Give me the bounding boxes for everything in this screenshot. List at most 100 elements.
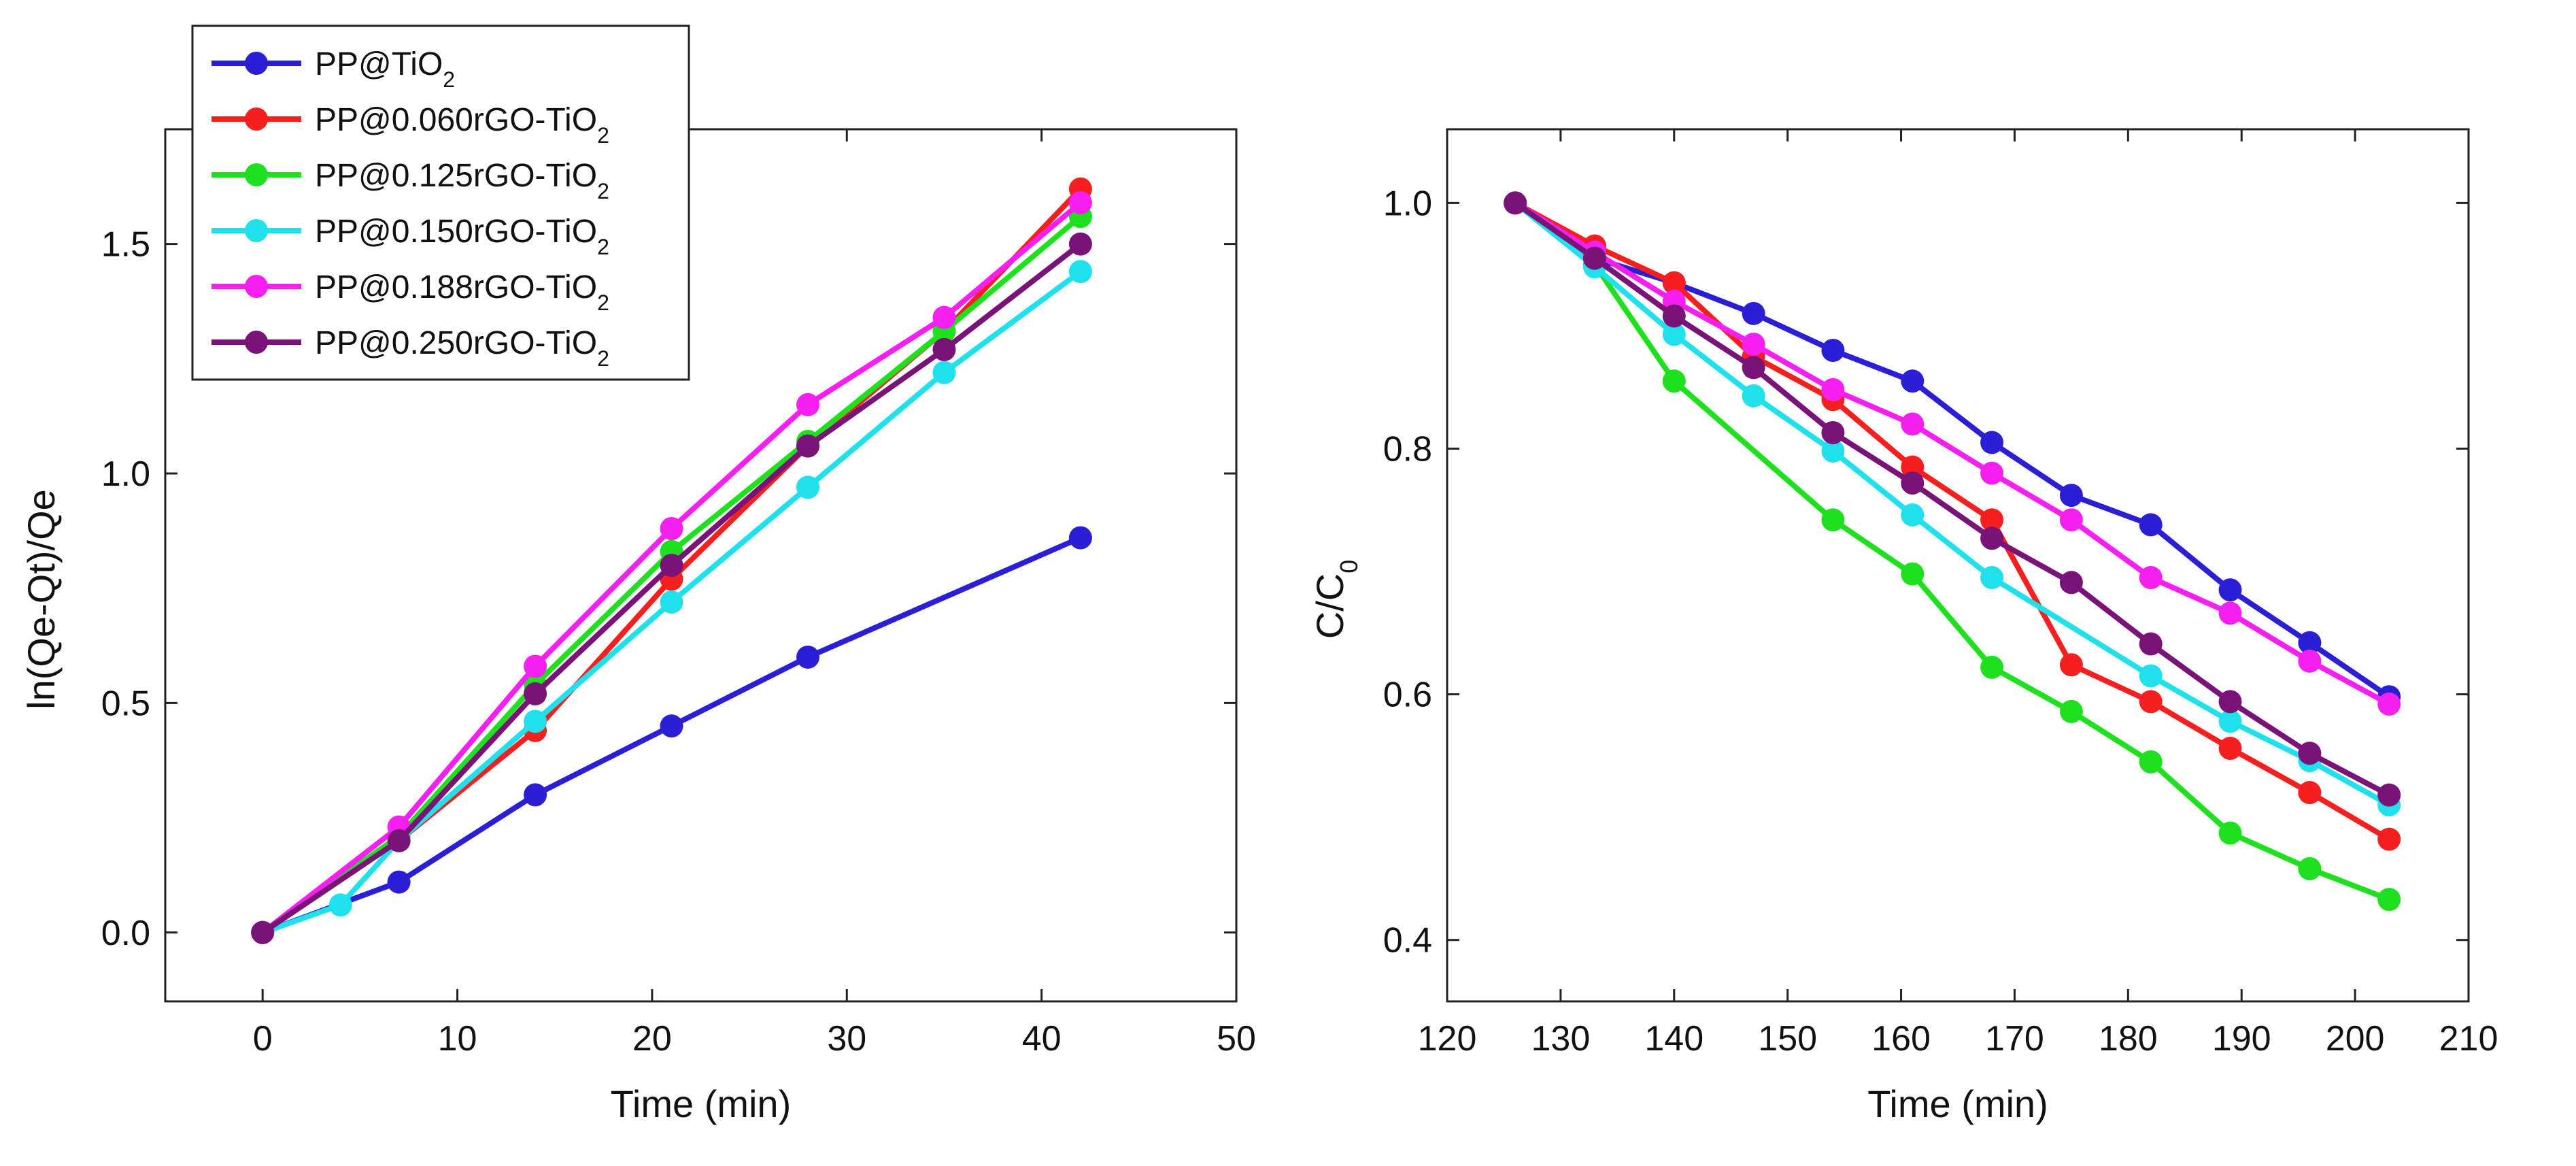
- data-point: [932, 361, 956, 384]
- data-point: [2059, 653, 2083, 677]
- x-tick-label: 160: [1871, 1019, 1931, 1059]
- legend-item: PP@0.060rGO-TiO2: [211, 102, 609, 148]
- data-point: [2139, 664, 2163, 688]
- data-point: [1068, 232, 1092, 256]
- data-point: [524, 654, 547, 678]
- data-point: [1980, 655, 2004, 679]
- x-axis-label: Time (min): [611, 1082, 791, 1125]
- data-point: [1821, 339, 1845, 363]
- y-axis-label: ln(Qe-Qt)/Qe: [20, 489, 63, 710]
- legend-marker: [245, 163, 268, 186]
- x-tick-label: 20: [632, 1019, 672, 1059]
- data-point: [796, 476, 819, 499]
- data-point: [2218, 601, 2242, 625]
- chart-panel-2: 120 130 140 150 160 170 180 190 200 210 0.4 0.6 0.8 1…: [1308, 128, 2498, 1125]
- data-point: [2139, 690, 2163, 714]
- data-point: [1901, 369, 1925, 393]
- data-point: [1901, 455, 1925, 479]
- data-point: [1742, 332, 1765, 356]
- x-tick-label: 50: [1217, 1019, 1256, 1059]
- x-tick-label: 30: [827, 1019, 866, 1059]
- series-line: [1513, 201, 2391, 798]
- legend-marker: [245, 107, 268, 131]
- plot-frame: [1446, 128, 2470, 1003]
- legend-label: PP@0.060rGO-TiO2: [315, 102, 609, 148]
- legend-marker: [245, 331, 268, 354]
- legend-marker: [245, 52, 268, 75]
- data-point: [2059, 571, 2083, 595]
- data-point: [2218, 690, 2242, 714]
- data-point: [1662, 271, 1686, 295]
- data-point: [1821, 378, 1845, 401]
- data-point: [2218, 710, 2242, 733]
- data-point: [2298, 631, 2322, 654]
- data-point: [2298, 742, 2322, 765]
- legend-label: PP@TiO2: [315, 46, 455, 92]
- data-point: [2139, 632, 2163, 656]
- data-point: [2218, 578, 2242, 602]
- series-line: [261, 535, 1082, 935]
- data-point: [1901, 503, 1925, 527]
- data-point: [1980, 431, 2004, 454]
- data-point: [796, 434, 819, 458]
- legend-box: [191, 24, 690, 381]
- x-tick-label: 170: [1985, 1019, 2044, 1059]
- data-point: [1821, 439, 1845, 463]
- data-point: [1662, 304, 1686, 328]
- data-point: [660, 517, 683, 541]
- data-point: [1821, 420, 1845, 444]
- x-tick-label: 190: [2212, 1019, 2271, 1059]
- data-point: [1901, 562, 1925, 586]
- legend-marker: [245, 219, 268, 242]
- x-tick-label: 150: [1758, 1019, 1817, 1059]
- data-point: [1068, 190, 1092, 214]
- data-point: [2298, 856, 2322, 880]
- data-point: [932, 337, 956, 361]
- data-point: [2377, 827, 2401, 851]
- plot-frame: [164, 128, 1238, 1003]
- data-point: [1980, 461, 2004, 485]
- series-line: [261, 269, 1083, 935]
- data-point: [2139, 513, 2163, 537]
- data-point: [387, 829, 411, 852]
- x-tick-label: 10: [438, 1019, 477, 1059]
- x-tick-label: 0: [253, 1019, 273, 1059]
- data-point: [524, 710, 547, 733]
- data-point: [524, 783, 547, 807]
- data-point: [1980, 566, 2004, 590]
- data-point: [2059, 508, 2083, 532]
- x-tick-label: 130: [1531, 1019, 1591, 1059]
- legend-item: PP@0.188rGO-TiO2: [211, 269, 609, 315]
- data-point: [932, 305, 956, 329]
- y-tick-label: 1.0: [1383, 184, 1432, 223]
- data-point: [387, 870, 411, 894]
- data-point: [1742, 301, 1765, 325]
- data-point: [660, 590, 683, 614]
- x-tick-label: 120: [1418, 1019, 1477, 1059]
- y-tick-label: 0.8: [1383, 429, 1432, 469]
- x-tick-label: 210: [2439, 1019, 2498, 1059]
- x-tick-label: 200: [2326, 1019, 2385, 1059]
- chart-panel-1: 0 10 20 30 40 50 0.0 0.5 1.0 1.5 Time (min) ln(Qe-Q…: [20, 24, 1256, 1125]
- data-point: [524, 682, 547, 705]
- data-point: [1821, 508, 1845, 532]
- legend-item: PP@0.150rGO-TiO2: [211, 214, 609, 259]
- data-point: [2298, 649, 2322, 673]
- data-point: [1980, 508, 2004, 532]
- data-point: [2139, 566, 2163, 590]
- series-line: [1514, 200, 2391, 842]
- y-axis-label: C/C0: [1308, 560, 1363, 639]
- data-point: [2059, 484, 2083, 507]
- data-point: [1980, 527, 2004, 550]
- x-tick-label: 180: [2099, 1019, 2158, 1059]
- y-tick-label: 0.0: [101, 914, 150, 953]
- x-tick-label: 140: [1644, 1019, 1704, 1059]
- series-line: [1513, 200, 2391, 707]
- x-axis-label: Time (min): [1867, 1082, 2048, 1125]
- data-point: [796, 645, 819, 669]
- data-point: [1901, 471, 1925, 495]
- y-tick-label: 1.5: [101, 225, 150, 265]
- x-tick-label: 40: [1022, 1019, 1062, 1059]
- data-point: [2377, 783, 2401, 807]
